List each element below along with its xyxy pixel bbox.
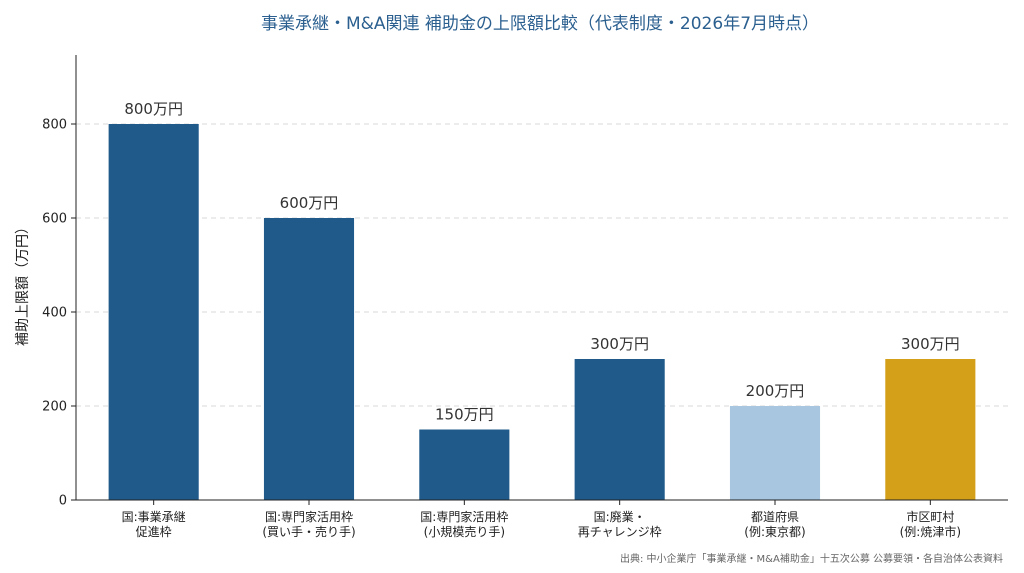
source-note: 出典: 中小企業庁「事業承継・M&A補助金」十五次公募 公募要領・各自治体公表資…	[620, 552, 1003, 565]
data-label: 800万円	[124, 100, 183, 118]
y-tick-label: 0	[59, 494, 67, 509]
bar	[419, 429, 510, 500]
x-tick-label: (小規模売り手)	[424, 524, 505, 539]
y-tick-label: 600	[42, 212, 67, 227]
data-labels: 800万円 600万円 150万円 300万円 200万円 300万円	[124, 100, 959, 424]
data-label: 600万円	[280, 194, 339, 212]
x-tick-label: 都道府県	[751, 509, 799, 524]
data-label: 300万円	[901, 335, 960, 353]
x-tick-label: 国:廃業・	[594, 509, 646, 524]
y-tick-label: 800	[42, 118, 67, 133]
x-tick-label: 国:専門家活用枠	[420, 509, 508, 524]
bar	[108, 124, 199, 500]
y-tick-label: 400	[42, 306, 67, 321]
bar	[574, 359, 665, 500]
x-tick-label: (例:焼津市)	[900, 524, 961, 539]
y-axis-label: 補助上限額（万円）	[15, 220, 31, 346]
x-tick-label: 国:事業承継	[122, 509, 186, 524]
bar	[263, 218, 355, 500]
x-tick-label: 市区町村	[906, 509, 954, 524]
bars	[108, 124, 976, 500]
chart-title: 事業承継・M&A関連 補助金の上限額比較（代表制度・2026年7月時点）	[261, 14, 819, 34]
data-label: 300万円	[590, 335, 649, 353]
x-tick-label: 国:専門家活用枠	[265, 509, 353, 524]
x-tick-label: (買い手・売り手)	[262, 524, 355, 539]
x-tick-label: 再チャレンジ枠	[578, 525, 662, 539]
x-tick-labels: 国:事業承継促進枠国:専門家活用枠(買い手・売り手)国:専門家活用枠(小規模売り…	[122, 500, 961, 539]
data-label: 200万円	[746, 382, 805, 400]
gridlines	[76, 123, 1008, 407]
bar	[885, 359, 976, 500]
x-tick-label: (例:東京都)	[744, 525, 805, 539]
bar	[729, 406, 821, 500]
x-tick-label: 促進枠	[136, 525, 172, 539]
y-tick-labels: 0 200 400 600 800	[42, 118, 76, 509]
data-label: 150万円	[435, 406, 494, 424]
y-tick-label: 200	[42, 400, 67, 415]
